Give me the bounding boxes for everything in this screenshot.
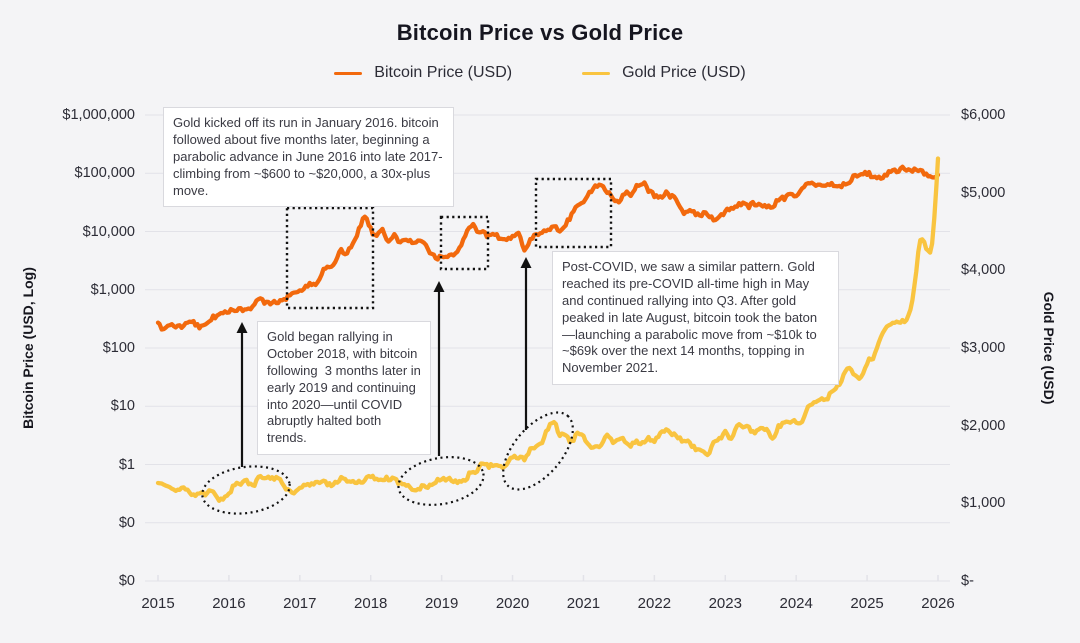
right-axis-tick-label: $4,000 [961, 262, 1006, 279]
highlight-ellipse-gold-oct-2018-rally [397, 456, 485, 506]
annotation-2016-run: Gold kicked off its run in January 2016.… [163, 107, 454, 208]
bitcoin-line-swatch-icon [334, 71, 363, 75]
arrow-head-arrow-gold-to-btc-2019 [433, 281, 445, 292]
left-axis-tick-label: $10 [110, 398, 135, 415]
arrow-head-arrow-gold-to-btc-2016 [236, 322, 248, 333]
gold-price-line [155, 156, 941, 503]
x-axis-tick-label: 2019 [424, 595, 459, 612]
highlight-rect-btc-2020-21-run [534, 177, 613, 249]
left-axis-tick-label: $100 [102, 340, 135, 356]
left-axis-tick-label: $1 [118, 456, 135, 473]
right-axis-title: Gold Price (USD) [1041, 291, 1057, 405]
page-title: Bitcoin Price vs Gold Price [396, 20, 684, 45]
legend-item-bitcoin: Bitcoin Price (USD) [334, 64, 512, 82]
left-axis-tick-label: $0 [118, 573, 135, 589]
left-axis-tick-label: $1,000 [90, 281, 135, 298]
right-axis-tick-label: $3,000 [961, 340, 1006, 356]
x-axis-tick-label: 2018 [354, 595, 388, 612]
left-axis-tick-label: $1,000,000 [62, 107, 135, 123]
highlight-rect-btc-2019-rally [439, 215, 490, 271]
x-axis-tick-label: 2025 [850, 595, 884, 612]
x-axis-tick-label: 2026 [921, 595, 955, 612]
x-axis-tick-label: 2016 [212, 595, 246, 612]
x-axis-tick-label: 2015 [141, 595, 175, 612]
right-axis-tick-label: $2,000 [961, 417, 1006, 434]
x-axis-tick-label: 2021 [566, 595, 601, 612]
x-axis-tick-label: 2020 [495, 595, 530, 612]
right-axis-tick-label: $5,000 [961, 184, 1006, 201]
x-axis-tick-label: 2017 [283, 595, 317, 612]
legend-item-gold: Gold Price (USD) [582, 64, 746, 82]
highlight-rect-btc-2017-parabola [285, 206, 375, 310]
right-axis-tick-label: $- [961, 573, 974, 589]
left-axis-tick-label: $10,000 [82, 223, 135, 240]
x-axis-tick-label: 2024 [779, 595, 813, 612]
gold-line-swatch-icon [582, 71, 611, 75]
x-axis-tick-label: 2023 [708, 595, 742, 612]
legend-label-gold: Gold Price (USD) [622, 64, 746, 81]
x-axis-tick-label: 2022 [637, 595, 672, 612]
arrow-head-arrow-gold-to-btc-2020 [520, 257, 532, 268]
annotation-2018-rally: Gold began rallying in October 2018, wit… [257, 321, 431, 456]
highlight-ellipse-gold-jan-2016-start [201, 465, 291, 515]
highlight-ellipse-gold-2020-breakout [502, 411, 574, 491]
right-axis-tick-label: $1,000 [961, 495, 1006, 512]
annotation-post-covid: Post-COVID, we saw a similar pattern. Go… [552, 251, 839, 386]
chart-legend: Bitcoin Price (USD) Gold Price (USD) [0, 64, 1080, 82]
bitcoin-price-line [155, 164, 941, 332]
left-axis-title: Bitcoin Price (USD, Log) [20, 267, 36, 429]
left-axis-tick-label: $100,000 [74, 165, 135, 182]
right-axis-tick-label: $6,000 [961, 107, 1006, 123]
legend-label-bitcoin: Bitcoin Price (USD) [374, 64, 513, 81]
left-axis-tick-label: $0 [118, 514, 135, 531]
